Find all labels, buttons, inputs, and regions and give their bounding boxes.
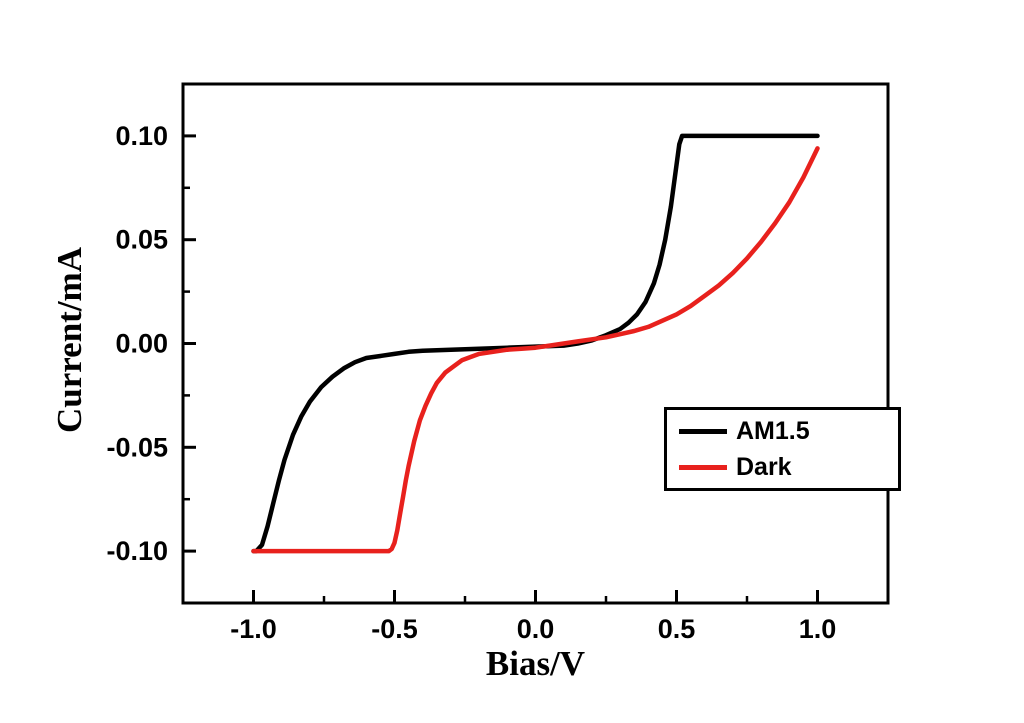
y-tick-label: -0.10 (106, 536, 168, 566)
x-tick-label: 1.0 (799, 614, 837, 644)
legend-line-am15 (679, 428, 727, 434)
x-axis-title: Bias/V (485, 644, 586, 683)
x-tick-label: -1.0 (230, 614, 277, 644)
legend-entry-dark: Dark (679, 449, 898, 485)
legend-line-dark (679, 464, 727, 470)
x-tick-label: -0.5 (371, 614, 418, 644)
y-tick-label: -0.05 (106, 432, 168, 462)
plot-frame (181, 82, 890, 605)
legend-box: AM1.5 Dark (664, 407, 901, 491)
y-axis-title: Current/mA (50, 247, 89, 433)
y-tick-label: 0.05 (115, 225, 168, 255)
y-tick-label: 0.00 (115, 329, 168, 359)
legend-label-am15: AM1.5 (736, 416, 810, 445)
legend-label-dark: Dark (736, 452, 792, 481)
y-tick-label: 0.10 (115, 121, 168, 151)
x-tick-label: 0.0 (517, 614, 555, 644)
x-tick-label: 0.5 (658, 614, 696, 644)
legend-entry-am15: AM1.5 (679, 413, 898, 449)
series-line-dark (251, 146, 820, 554)
